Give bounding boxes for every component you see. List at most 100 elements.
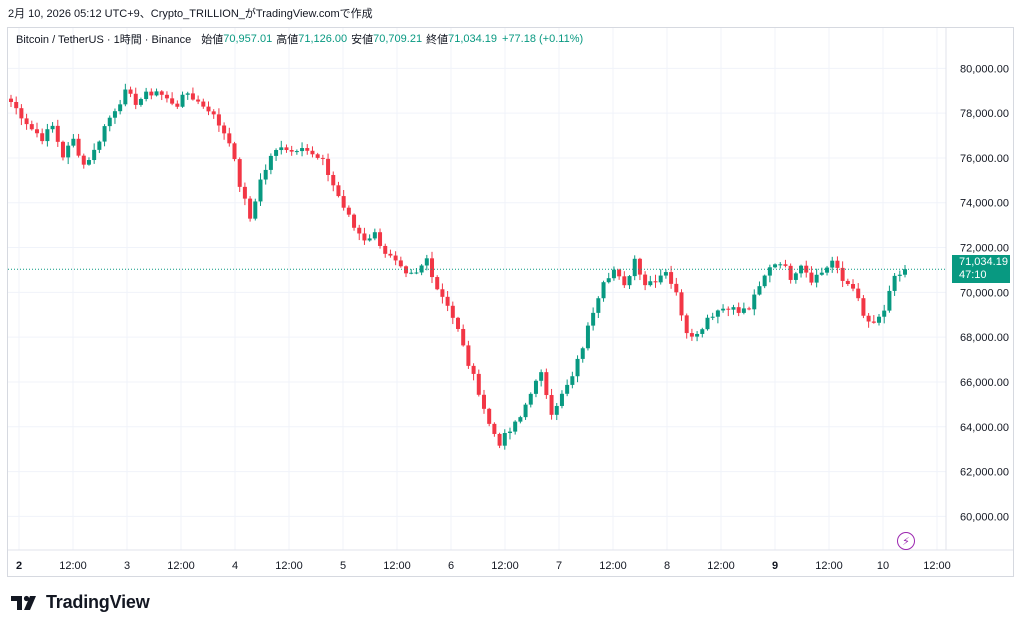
tradingview-logo-icon <box>11 595 36 610</box>
candle-body <box>814 274 819 283</box>
candle-body <box>627 276 632 286</box>
time-tick-label: 12:00 <box>599 560 627 572</box>
candle-body <box>835 260 840 268</box>
candle-body <box>196 99 201 102</box>
candle-body <box>663 272 668 276</box>
candle-body <box>518 417 523 422</box>
candle-body <box>92 149 97 161</box>
high-label: 高値 <box>276 34 299 46</box>
candle-body <box>767 267 772 276</box>
candle-body <box>19 108 24 119</box>
candle-body <box>164 94 169 99</box>
day-tick-label: 7 <box>556 560 562 572</box>
candle-body <box>268 155 273 170</box>
candle-body <box>653 281 658 283</box>
candle-body <box>559 393 564 406</box>
low-label: 安値 <box>351 34 374 46</box>
candle-body <box>721 308 726 311</box>
grid-lines <box>8 28 946 550</box>
candle-body <box>352 214 357 228</box>
time-tick-label: 12:00 <box>383 560 411 572</box>
candle-body <box>856 288 861 299</box>
candle-body <box>71 138 76 146</box>
candle-body <box>778 264 783 266</box>
candle-body <box>170 98 175 104</box>
candle-body <box>793 273 798 280</box>
candle-body <box>788 265 793 280</box>
candle-body <box>450 305 455 318</box>
candle-body <box>497 433 502 446</box>
candle-body <box>492 423 497 434</box>
candle-body <box>362 233 367 241</box>
last-price-tag: 71,034.19 47:10 <box>952 255 1010 283</box>
candle-body <box>242 186 247 199</box>
symbol-label[interactable]: Bitcoin / TetherUS · 1時間 · Binance <box>16 34 192 46</box>
low-value: 70,709.21 <box>373 33 423 45</box>
candle-body <box>414 272 419 274</box>
candle-body <box>466 345 471 366</box>
open-value: 70,957.01 <box>223 33 273 45</box>
tradingview-brand[interactable]: TradingView <box>11 592 150 613</box>
candle-body <box>81 155 86 165</box>
candle-body <box>684 315 689 334</box>
price-tick-label: 78,000.00 <box>960 108 1009 120</box>
symbol-legend[interactable]: Bitcoin / TetherUS · 1時間 · Binance 始値 70,… <box>16 31 583 47</box>
candle-body <box>596 298 601 313</box>
candle-body <box>674 283 679 293</box>
candle-body <box>549 395 554 415</box>
candle-body <box>440 289 445 297</box>
candle-body <box>45 129 50 142</box>
candle-body <box>741 308 746 313</box>
price-tick-label: 66,000.00 <box>960 377 1009 389</box>
candle-body <box>487 408 492 424</box>
candle-body <box>637 258 642 275</box>
candle-body <box>201 101 206 107</box>
time-axis: 2 12:00 3 12:00 4 12:00 5 12:00 6 12:00 7 12:00 8 12:… <box>16 560 951 572</box>
candle-body <box>144 91 149 100</box>
candle-body <box>726 308 731 310</box>
last-price-value: 71,034.19 <box>959 256 1008 268</box>
time-tick-label: 12:00 <box>923 560 951 572</box>
candle-body <box>149 91 154 96</box>
candle-body <box>456 317 460 329</box>
candle-body <box>248 198 253 219</box>
candle-body <box>253 201 258 219</box>
candle-body <box>861 298 866 316</box>
candle-body <box>606 278 611 283</box>
candle-body <box>341 196 346 208</box>
day-tick-label: 9 <box>772 560 778 572</box>
candle-body <box>648 281 653 286</box>
candle-body <box>159 91 164 95</box>
price-axis: 80,000.00 78,000.00 76,000.00 74,000.00 72,0… <box>960 63 1009 523</box>
price-tick-label: 62,000.00 <box>960 467 1009 479</box>
chart-frame[interactable] <box>7 27 1014 577</box>
candle-body <box>565 384 570 394</box>
candle-body <box>747 308 752 310</box>
time-tick-label: 12:00 <box>167 560 195 572</box>
bar-countdown: 47:10 <box>959 269 987 281</box>
candle-body <box>258 179 263 202</box>
candle-body <box>710 316 715 318</box>
candle-body <box>24 118 29 125</box>
candle-body <box>715 310 720 317</box>
candle-body <box>404 266 409 274</box>
candle-body <box>383 245 388 254</box>
candle-body <box>601 282 606 299</box>
high-value: 71,126.00 <box>298 33 348 45</box>
close-value: 71,034.19 <box>448 33 498 45</box>
chart-caption: 2月 10, 2026 05:12 UTC+9、Crypto_TRILLION_… <box>8 8 373 20</box>
candle-body <box>679 292 684 316</box>
candle-body <box>263 169 268 180</box>
candle-body <box>133 93 138 105</box>
candle-body <box>845 280 850 285</box>
candle-body <box>622 276 627 286</box>
candle-body <box>336 185 341 197</box>
candle-body <box>29 124 34 130</box>
candle-body <box>502 433 507 446</box>
candle-body <box>107 117 112 127</box>
candle-body <box>445 296 450 306</box>
lightning-bolt-icon[interactable]: ⚡ <box>897 532 915 550</box>
candle-body <box>669 272 674 284</box>
change-value: +77.18 (+0.11%) <box>502 33 584 45</box>
